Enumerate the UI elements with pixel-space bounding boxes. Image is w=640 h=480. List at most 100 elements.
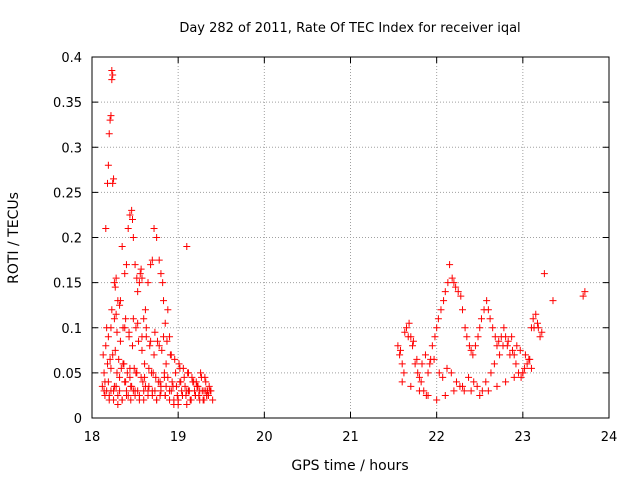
data-point <box>447 369 455 377</box>
data-point <box>167 387 175 395</box>
data-point <box>516 346 524 354</box>
data-point <box>145 382 153 390</box>
data-point <box>428 342 436 350</box>
data-point <box>188 373 196 381</box>
data-point <box>465 373 473 381</box>
data-point <box>415 373 423 381</box>
data-point <box>147 261 155 269</box>
data-point <box>112 274 120 282</box>
data-point <box>116 387 124 395</box>
data-point <box>144 387 152 395</box>
data-point <box>164 306 172 314</box>
data-point <box>151 328 159 336</box>
data-point <box>401 328 409 336</box>
data-point <box>148 256 156 264</box>
data-point <box>483 297 491 305</box>
data-point <box>99 351 107 359</box>
data-point <box>104 360 112 368</box>
x-tick-label: 18 <box>84 430 101 445</box>
data-point <box>138 333 146 341</box>
data-point <box>487 369 495 377</box>
data-point <box>421 351 429 359</box>
data-point <box>138 274 146 282</box>
data-point <box>513 342 521 350</box>
data-point <box>178 387 186 395</box>
data-point <box>108 76 116 84</box>
data-point <box>106 116 114 124</box>
data-point <box>533 319 541 327</box>
data-point <box>185 387 193 395</box>
data-point <box>437 306 445 314</box>
data-point <box>147 369 155 377</box>
data-point <box>444 279 452 287</box>
data-point <box>486 315 494 323</box>
data-point <box>142 324 150 332</box>
data-point <box>197 369 205 377</box>
data-point <box>136 270 144 278</box>
data-point <box>463 333 471 341</box>
y-axis-label: ROTI / TECUs <box>6 192 22 284</box>
data-point <box>153 234 161 241</box>
data-point <box>489 324 497 332</box>
data-point <box>409 342 417 350</box>
data-point <box>512 360 520 368</box>
data-point <box>443 364 451 372</box>
data-point <box>180 373 188 381</box>
data-point <box>105 396 113 404</box>
data-point <box>122 378 130 386</box>
y-tick-label: 0.25 <box>53 186 82 201</box>
data-point <box>148 391 156 399</box>
data-point <box>118 243 126 251</box>
data-point <box>162 382 170 390</box>
x-tick-label: 21 <box>342 430 359 445</box>
data-point <box>396 351 404 359</box>
y-tick-label: 0.4 <box>61 51 82 66</box>
data-point <box>400 369 408 377</box>
data-point <box>508 333 516 341</box>
data-point <box>155 342 163 350</box>
grid <box>92 57 609 418</box>
data-point <box>191 387 199 395</box>
data-point <box>151 387 159 395</box>
data-point <box>504 337 512 345</box>
data-point <box>125 328 133 336</box>
data-point <box>510 373 518 381</box>
data-point <box>111 346 119 354</box>
data-point <box>470 378 478 386</box>
data-point <box>465 342 473 350</box>
data-point <box>126 364 134 372</box>
data-point <box>150 351 158 359</box>
data-point <box>116 301 124 309</box>
data-point <box>124 224 132 232</box>
data-point <box>135 337 143 345</box>
x-tick-label: 22 <box>428 430 445 445</box>
data-point <box>166 351 174 359</box>
data-point <box>407 382 415 390</box>
data-point <box>459 306 467 314</box>
data-point <box>398 360 406 368</box>
data-point <box>396 346 404 354</box>
data-point <box>529 315 537 323</box>
data-point <box>172 369 180 377</box>
data-point <box>439 373 447 381</box>
data-point <box>394 342 402 350</box>
data-point <box>424 391 432 399</box>
data-point <box>110 175 118 183</box>
data-point <box>154 378 162 386</box>
data-point <box>508 346 516 354</box>
x-tick-label: 20 <box>256 430 273 445</box>
data-point <box>117 364 125 372</box>
data-point <box>106 355 114 363</box>
data-point <box>454 288 462 296</box>
data-point <box>171 355 179 363</box>
data-point <box>163 337 171 345</box>
data-point <box>433 396 441 404</box>
data-point <box>146 342 154 350</box>
data-point <box>193 382 201 390</box>
data-point <box>502 333 510 341</box>
data-point <box>199 396 207 404</box>
data-point <box>169 382 177 390</box>
data-point <box>433 324 441 332</box>
